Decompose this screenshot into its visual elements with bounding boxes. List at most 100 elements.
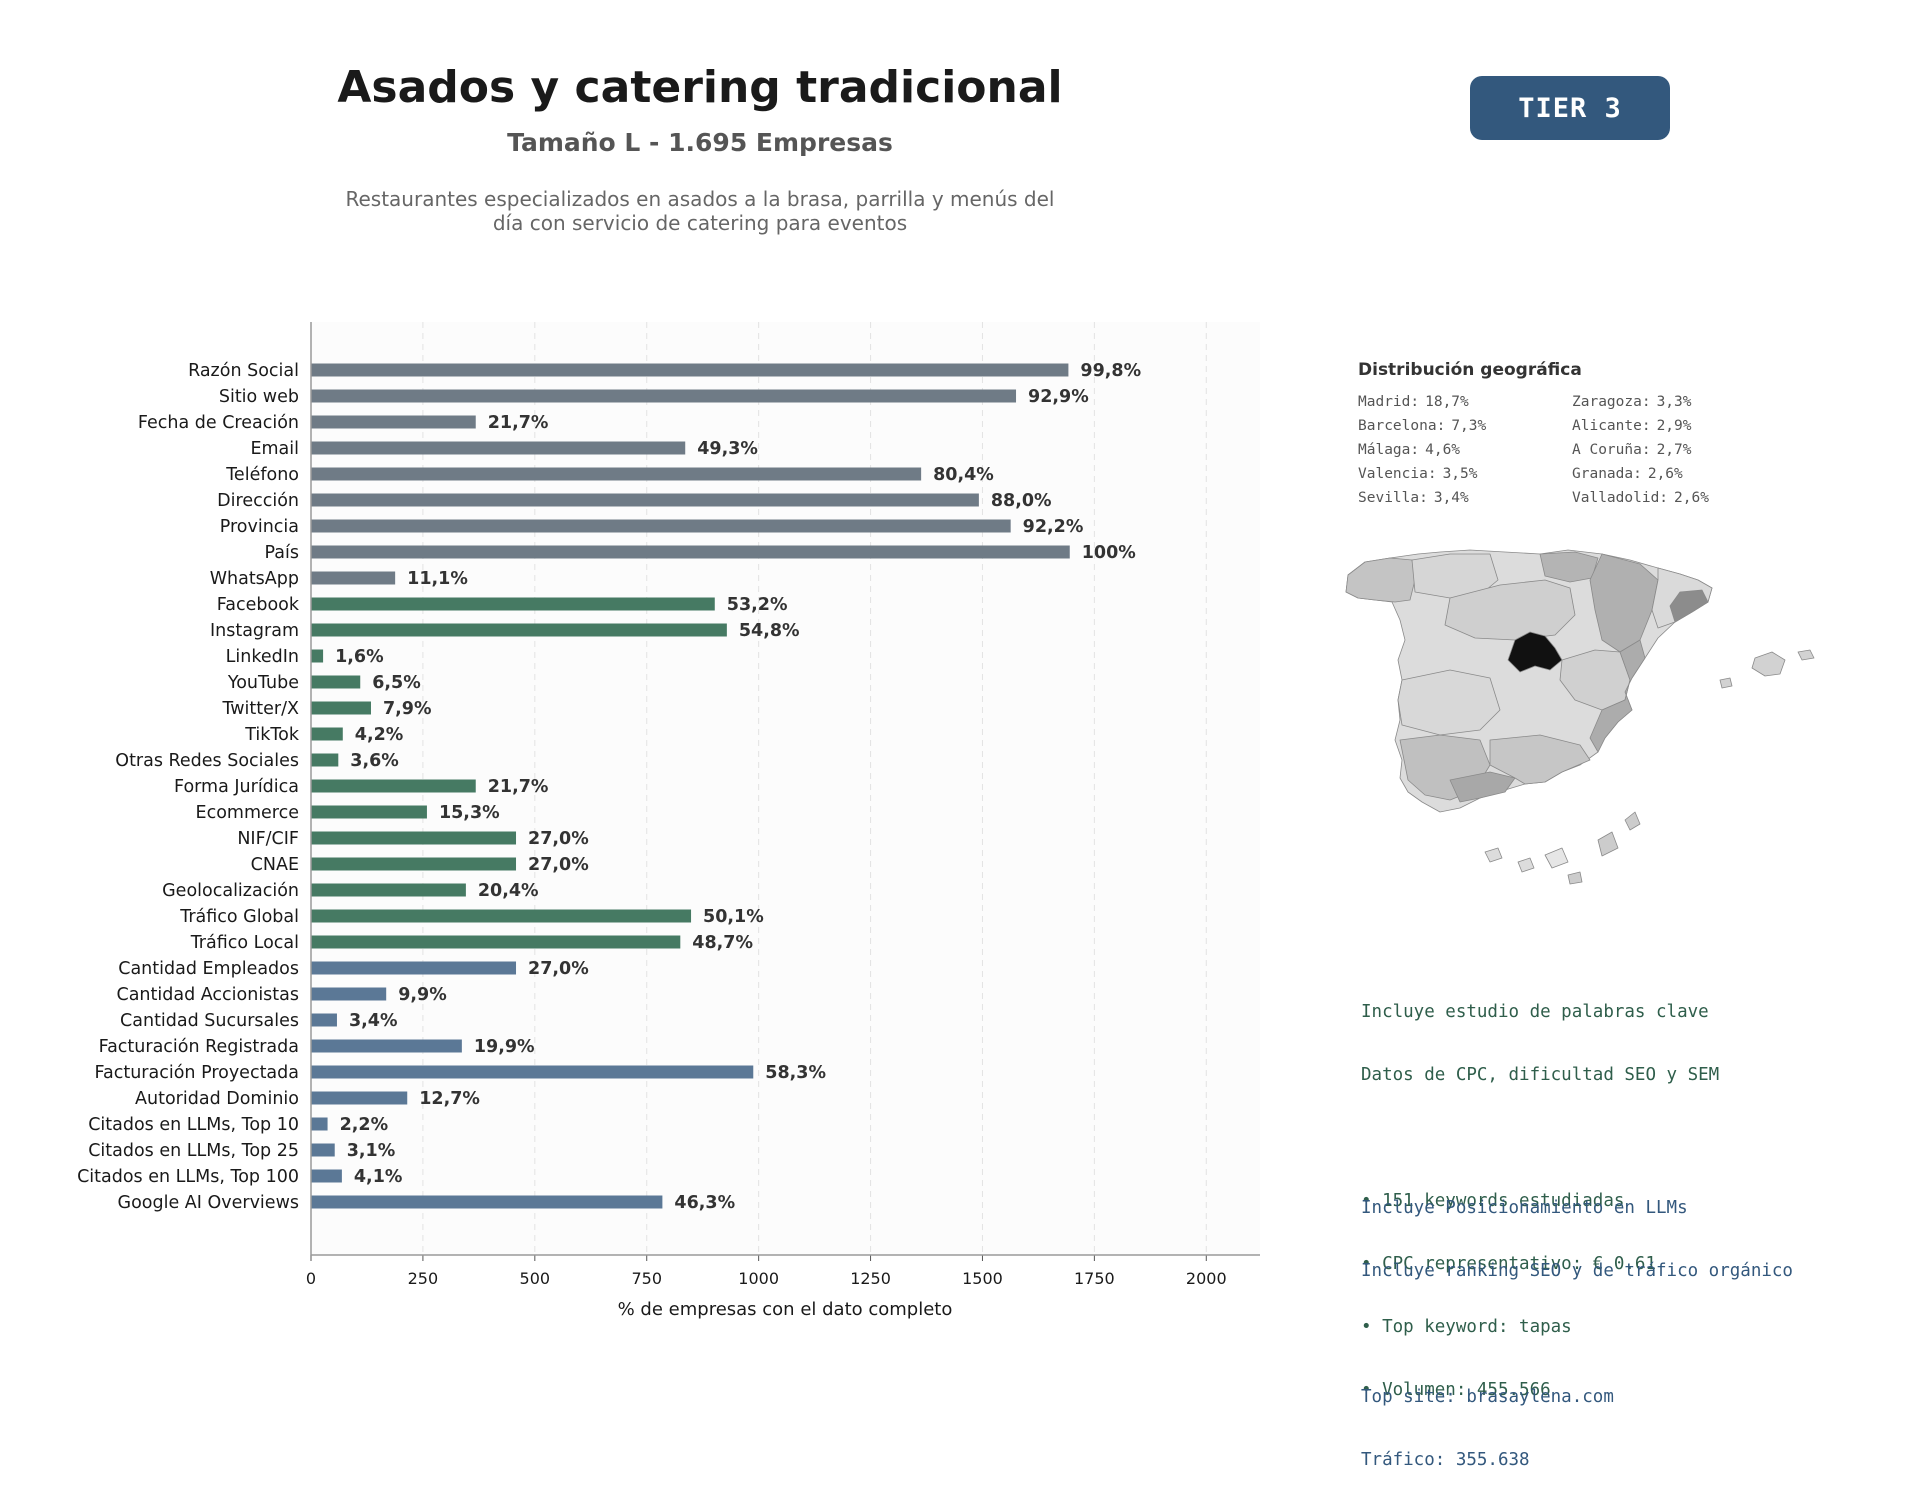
geo-item-value: 7,3% xyxy=(1451,418,1487,434)
canary-island-5 xyxy=(1624,811,1641,831)
bar xyxy=(311,961,517,975)
category-label: Facturación Registrada xyxy=(99,1037,299,1057)
geo-item-value: 2,6% xyxy=(1647,466,1683,482)
category-label: Forma Jurídica xyxy=(174,777,299,797)
seo-info-line-1: Incluye estudio de palabras clave xyxy=(1361,1002,1709,1022)
seo-info-line-2: Datos de CPC, dificultad SEO y SEM xyxy=(1361,1065,1720,1085)
malaga-province xyxy=(1449,771,1516,803)
geo-distribution-panel: Distribución geográfica Madrid: 18,7% Zar… xyxy=(1358,360,1818,506)
category-label: NIF/CIF xyxy=(237,829,299,849)
bar xyxy=(311,363,1069,377)
andalucia-east-region xyxy=(1489,734,1591,785)
category-label: Razón Social xyxy=(188,361,299,381)
geo-item-value: 3,4% xyxy=(1433,490,1469,506)
geo-item: Granada: 2,6% xyxy=(1572,466,1786,482)
data-label: 3,1% xyxy=(347,1141,396,1161)
category-label: LinkedIn xyxy=(226,647,299,667)
category-label: Dirección xyxy=(217,491,299,511)
geo-item-name: Granada: xyxy=(1572,466,1642,482)
geo-item-name: Valladolid: xyxy=(1572,490,1669,506)
description-line-2: día con servicio de catering para evento… xyxy=(492,211,908,235)
bar xyxy=(311,779,476,793)
geo-item-value: 4,6% xyxy=(1425,442,1461,458)
bar xyxy=(311,467,922,481)
data-label: 50,1% xyxy=(703,907,764,927)
geo-item: A Coruña: 2,7% xyxy=(1572,442,1786,458)
category-description: Restaurantes especializados en asados a … xyxy=(330,187,1070,235)
galicia-region xyxy=(1345,557,1416,603)
data-label: 11,1% xyxy=(407,569,468,589)
barcelona-province xyxy=(1669,589,1709,623)
category-label: Fecha de Creación xyxy=(138,413,299,433)
data-label: 92,9% xyxy=(1028,387,1089,407)
bar xyxy=(311,1143,335,1157)
geo-item: Sevilla: 3,4% xyxy=(1358,490,1572,506)
geo-item-value: 2,6% xyxy=(1674,490,1709,506)
bar xyxy=(311,1117,328,1131)
geo-item-value: 3,3% xyxy=(1656,394,1692,410)
madrid-province xyxy=(1507,631,1563,673)
bar xyxy=(311,571,396,585)
geo-item: Valladolid: 2,6% xyxy=(1572,490,1786,506)
bar xyxy=(311,597,715,611)
value-labels: 99,8% 92,9% 21,7% 49,3% 80,4% 88,0% 92,2% 100% 1… xyxy=(335,361,1141,1213)
geo-item: Alicante: 2,9% xyxy=(1572,418,1786,434)
x-tick-label: 500 xyxy=(520,1269,551,1288)
bar xyxy=(311,649,324,663)
canary-island-4 xyxy=(1597,831,1619,857)
data-label: 27,0% xyxy=(528,855,589,875)
x-tick-label: 2000 xyxy=(1186,1269,1227,1288)
data-label: 9,9% xyxy=(398,985,447,1005)
valencia-region xyxy=(1589,639,1646,753)
seo-bullet-volume: • Volumen: 455.566 xyxy=(1361,1380,1551,1400)
data-label: 4,2% xyxy=(355,725,404,745)
data-label: 48,7% xyxy=(692,933,753,953)
x-tick-label: 1250 xyxy=(850,1269,891,1288)
bar xyxy=(311,1091,408,1105)
data-label: 20,4% xyxy=(478,881,539,901)
bar xyxy=(311,831,517,845)
mallorca-island xyxy=(1751,651,1786,677)
seo-bullet-top-keyword: • Top keyword: tapas xyxy=(1361,1317,1572,1337)
category-label: Cantidad Accionistas xyxy=(116,985,299,1005)
geo-title: Distribución geográfica xyxy=(1358,360,1582,380)
category-label: Citados en LLMs, Top 100 xyxy=(77,1167,299,1187)
seo-bullet-keywords: • 151 keywords estudiadas xyxy=(1361,1191,1625,1211)
x-tick-label: 250 xyxy=(408,1269,439,1288)
category-label: Cantidad Sucursales xyxy=(120,1011,299,1031)
bar xyxy=(311,545,1070,559)
data-label: 46,3% xyxy=(674,1193,735,1213)
data-label: 80,4% xyxy=(933,465,994,485)
category-label: Autoridad Dominio xyxy=(135,1089,299,1109)
bar xyxy=(311,623,727,637)
data-label: 3,4% xyxy=(349,1011,398,1031)
x-axis-ticks: 0 250 500 750 1000 1250 1500 1750 2000 xyxy=(306,1255,1227,1288)
x-tick-label: 1750 xyxy=(1074,1269,1115,1288)
geo-item: Madrid: 18,7% xyxy=(1358,394,1572,410)
llm-info-block: Incluye Posicionamiento en LLMs Incluye … xyxy=(1361,1156,1793,1492)
x-tick-label: 0 xyxy=(306,1269,316,1288)
bar xyxy=(311,727,343,741)
bar xyxy=(311,389,1017,403)
menorca-island xyxy=(1797,649,1815,661)
category-label: Teléfono xyxy=(225,465,299,485)
x-axis-title: % de empresas con el dato completo xyxy=(618,1299,953,1320)
canary-island-6 xyxy=(1567,871,1583,885)
canary-island-3 xyxy=(1544,847,1569,869)
category-label: Facturación Proyectada xyxy=(95,1063,299,1083)
bar xyxy=(311,1039,462,1053)
bar xyxy=(311,519,1011,533)
llm-info-line-1: Incluye Posicionamiento en LLMs xyxy=(1361,1198,1688,1218)
category-label: Google AI Overviews xyxy=(118,1193,299,1213)
category-label: Sitio web xyxy=(219,387,299,407)
bar xyxy=(311,1169,342,1183)
category-label: Otras Redes Sociales xyxy=(115,751,299,771)
geo-item-name: Valencia: xyxy=(1358,466,1437,482)
data-label: 2,2% xyxy=(340,1115,389,1135)
data-label: 88,0% xyxy=(991,491,1052,511)
top-site-line: Top site: brasaylena.com xyxy=(1361,1387,1614,1407)
data-label: 27,0% xyxy=(528,959,589,979)
traffic-line: Tráfico: 355.638 xyxy=(1361,1450,1530,1470)
bar xyxy=(311,701,371,715)
geo-item-name: Málaga: xyxy=(1358,442,1420,458)
